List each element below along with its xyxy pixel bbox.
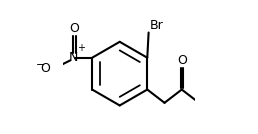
Text: O: O [69, 22, 79, 35]
Text: N: N [69, 51, 78, 64]
Text: −: − [36, 60, 45, 70]
Text: Br: Br [149, 19, 163, 32]
Text: +: + [77, 43, 85, 53]
Text: O: O [41, 62, 50, 75]
Text: O: O [177, 54, 187, 67]
